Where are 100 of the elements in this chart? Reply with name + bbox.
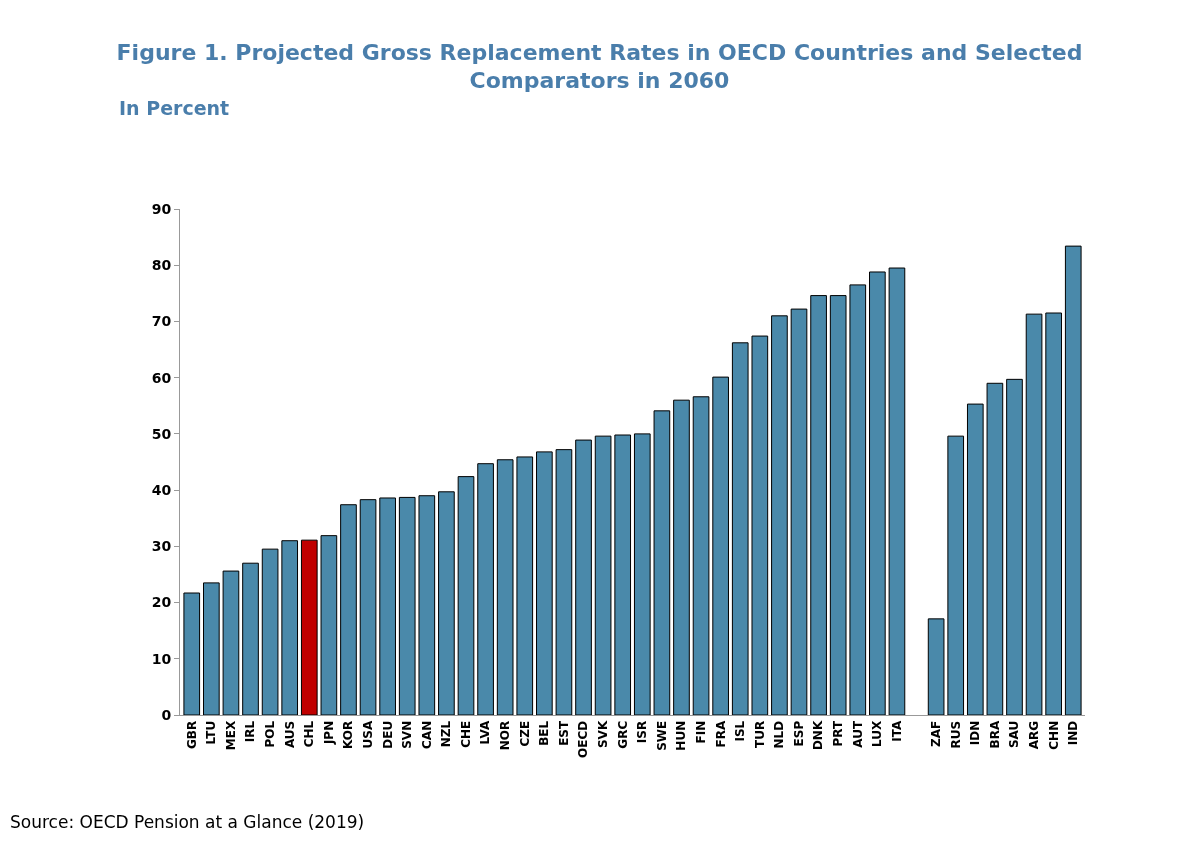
x-tick-label: ZAF [929, 720, 944, 747]
bar [712, 376, 729, 715]
y-tick-label: 70 [151, 313, 172, 330]
x-tick-label: LTU [204, 720, 219, 745]
x-tick-label: AUS [282, 720, 297, 749]
x-tick-label: IDN [968, 720, 983, 746]
bar [888, 267, 906, 715]
x-tick-label: RUS [948, 720, 963, 749]
bar [398, 496, 416, 715]
x-tick-label: CZE [517, 720, 532, 747]
x-tick-label: NLD [772, 720, 787, 749]
x-tick-label: LUX [870, 720, 885, 748]
bar [829, 295, 847, 715]
bar [790, 308, 808, 715]
bar [261, 548, 279, 715]
bar [496, 459, 514, 715]
bar [477, 463, 494, 715]
x-tick-label: TUR [752, 720, 767, 748]
bar [340, 504, 357, 715]
x-tick-label: ITA [889, 720, 904, 742]
x-tick-label: JPN [321, 720, 336, 746]
y-tick-label: 20 [151, 594, 172, 611]
x-tick-label: PRT [831, 719, 846, 747]
x-tick-label: CHN [1046, 720, 1061, 750]
x-tick-label: KOR [341, 720, 356, 749]
x-tick-label: ISR [635, 720, 650, 744]
x-tick-label: SVN [400, 720, 415, 749]
bar [986, 382, 1004, 715]
x-tick-label: ESP [791, 720, 806, 747]
bar [457, 476, 475, 715]
bar [633, 433, 651, 715]
bar [555, 449, 573, 715]
bar [1006, 378, 1023, 715]
bar [203, 582, 220, 715]
bar [810, 295, 827, 715]
bar [731, 342, 749, 715]
y-tick-label: 60 [151, 369, 172, 386]
x-tick-label: HUN [674, 720, 689, 751]
bar [359, 499, 377, 715]
bar [927, 618, 945, 715]
x-tick-label: DEU [380, 720, 395, 749]
x-tick-label: NOR [498, 720, 513, 751]
x-tick-label: FRA [713, 720, 728, 748]
x-tick-label: CHL [302, 720, 317, 748]
bar [1045, 312, 1062, 715]
bar [673, 399, 690, 715]
x-tick-label: DNK [811, 720, 826, 751]
bar [1064, 245, 1082, 715]
chart-subtitle: In Percent [119, 97, 230, 119]
y-tick-label: 0 [161, 706, 172, 723]
bar [516, 456, 534, 715]
x-tick-label: MEX [223, 720, 238, 751]
x-tick-label: BRA [987, 720, 1002, 749]
x-tick-label: FIN [693, 720, 708, 744]
x-tick-label: POL [263, 720, 278, 748]
x-tick-label: IRL [243, 720, 258, 743]
y-tick-label: 50 [151, 425, 172, 442]
x-tick-label: EST [556, 719, 571, 746]
x-tick-label: NZL [439, 720, 454, 748]
bar [947, 435, 965, 715]
x-tick-label: LVA [478, 720, 493, 745]
x-tick-label: ARG [1026, 720, 1041, 750]
source-note: Source: OECD Pension at a Glance (2019) [10, 812, 365, 832]
y-tick-label: 30 [151, 538, 172, 555]
x-tick-label: GRC [615, 720, 630, 749]
bar [379, 497, 396, 715]
bar [418, 495, 436, 715]
x-tick-label: SVK [596, 720, 611, 749]
bar [869, 271, 886, 715]
y-tick-label: 90 [151, 200, 172, 217]
y-tick-label: 80 [151, 257, 172, 274]
x-tick-label: SWE [654, 720, 669, 751]
bar [300, 539, 318, 715]
x-tick-label: AUT [850, 720, 865, 748]
x-tick-label: CAN [419, 720, 434, 749]
bar [849, 284, 867, 715]
bar [320, 535, 338, 715]
y-tick-label: 10 [151, 650, 172, 667]
x-tick-label: USA [360, 720, 375, 749]
x-tick-label: OECD [576, 720, 591, 758]
bar [966, 403, 984, 715]
x-tick-label: IND [1066, 720, 1081, 746]
bar [575, 439, 592, 715]
bar [536, 451, 553, 715]
bar [1025, 313, 1043, 715]
y-tick-label: 40 [151, 482, 172, 499]
bar [281, 540, 299, 715]
x-tick-label: CHE [458, 720, 473, 748]
x-tick-label: GBR [184, 720, 199, 750]
bar [242, 562, 259, 715]
x-tick-label: SAU [1007, 720, 1022, 749]
x-tick-label: BEL [537, 720, 552, 746]
bar [653, 410, 671, 715]
bar [771, 315, 788, 715]
bar [183, 592, 201, 715]
bar [692, 396, 710, 715]
bar [222, 570, 240, 715]
bar [594, 435, 612, 715]
x-tick-label: ISL [733, 720, 748, 742]
bar [438, 491, 455, 715]
